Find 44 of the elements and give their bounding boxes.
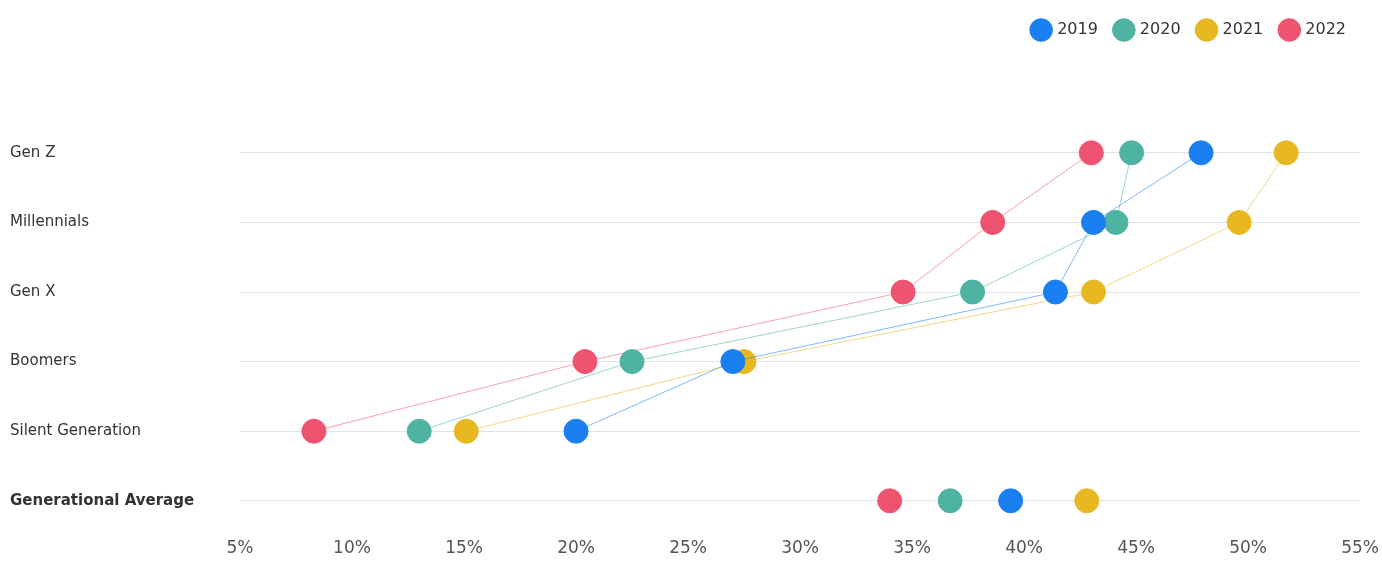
point (1273, 140, 1299, 166)
x-tick-label: 25% (669, 537, 707, 558)
x-tick-label: 10% (333, 537, 371, 558)
point (1119, 140, 1145, 166)
y-tick-label: Millennials (10, 212, 90, 231)
point (890, 279, 916, 305)
point (406, 418, 432, 444)
x-tick-label: 55% (1341, 537, 1380, 558)
legend-label: 2022 (1305, 19, 1346, 39)
y-tick-label: Generational Average (10, 490, 195, 509)
x-tick-label: 15% (445, 537, 483, 558)
point (1188, 140, 1214, 166)
point (619, 349, 645, 375)
x-tick-label: 30% (781, 537, 819, 558)
point (572, 349, 598, 375)
x-tick-label: 5% (226, 537, 254, 558)
y-tick-label: Gen Z (10, 142, 56, 161)
point (1078, 140, 1104, 166)
x-tick-label: 40% (1005, 537, 1043, 558)
point (301, 418, 327, 444)
point (720, 349, 746, 375)
x-tick-label: 20% (557, 537, 595, 558)
legend-label: 2019 (1057, 19, 1098, 39)
point (1042, 279, 1068, 305)
point (1074, 488, 1100, 514)
point (1226, 209, 1252, 235)
legend-label: 2021 (1222, 19, 1264, 39)
point (1081, 209, 1107, 235)
point (563, 418, 589, 444)
y-tick-label: Silent Generation (10, 421, 141, 440)
point (1081, 279, 1107, 305)
y-tick-label: Gen X (10, 281, 56, 300)
point (998, 488, 1024, 514)
y-tick-label: Boomers (10, 351, 77, 370)
point (877, 488, 903, 514)
point (937, 488, 963, 514)
x-tick-label: 35% (893, 537, 931, 558)
x-tick-label: 45% (1117, 537, 1155, 558)
x-tick-label: 50% (1229, 537, 1267, 558)
legend-label: 2020 (1139, 19, 1181, 39)
point (453, 418, 479, 444)
point (960, 279, 986, 305)
point (1103, 209, 1129, 235)
point (980, 209, 1006, 235)
